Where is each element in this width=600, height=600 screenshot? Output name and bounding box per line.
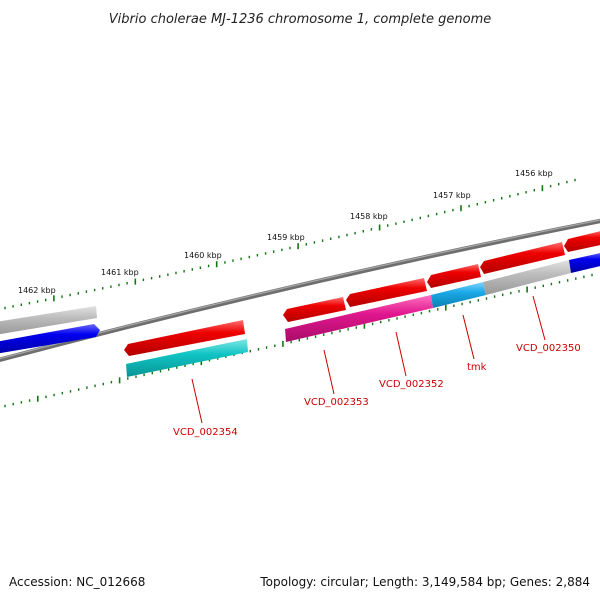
tick-label-1462: 1462 kbp xyxy=(18,286,56,295)
gene-feature[interactable] xyxy=(126,339,248,377)
gene-label-vcd-002350[interactable]: VCD_002350 xyxy=(516,343,581,354)
gene-leader-lines xyxy=(191,295,546,424)
gene-feature[interactable] xyxy=(431,282,486,308)
tick-label-1460: 1460 kbp xyxy=(184,251,222,260)
gene-label-vcd-002354[interactable]: VCD_002354 xyxy=(173,427,238,438)
leader-line xyxy=(462,314,475,360)
gene-feature[interactable] xyxy=(564,230,600,252)
leader-line xyxy=(323,349,335,395)
outer-tick-ring xyxy=(4,178,576,310)
gene-feature[interactable] xyxy=(427,264,481,288)
gene-feature[interactable] xyxy=(283,297,346,322)
inner-tick-ring xyxy=(4,273,593,408)
genome-summary-text: Topology: circular; Length: 3,149,584 bp… xyxy=(259,575,590,589)
gene-label-tmk[interactable]: tmk xyxy=(467,362,487,373)
accession-text: Accession: NC_012668 xyxy=(9,575,145,589)
gene-feature[interactable] xyxy=(285,295,433,342)
gene-feature[interactable] xyxy=(124,320,245,356)
tick-label-1456: 1456 kbp xyxy=(515,169,553,178)
gene-feature[interactable] xyxy=(483,260,571,295)
gene-label-vcd-002353[interactable]: VCD_002353 xyxy=(304,397,369,408)
leader-line xyxy=(395,331,407,377)
reverse-strand-genes xyxy=(126,252,600,377)
map-title: Vibrio cholerae MJ-1236 chromosome 1, co… xyxy=(109,12,491,27)
tick-label-1461: 1461 kbp xyxy=(101,268,139,277)
gene-feature[interactable] xyxy=(0,306,97,335)
leader-line xyxy=(532,295,546,341)
gene-label-vcd-002352[interactable]: VCD_002352 xyxy=(379,379,444,390)
gene-feature[interactable] xyxy=(569,252,600,273)
tick-label-1457: 1457 kbp xyxy=(433,191,471,200)
tick-label-1459: 1459 kbp xyxy=(267,233,305,242)
gene-feature[interactable] xyxy=(480,242,565,274)
tick-label-1458: 1458 kbp xyxy=(350,212,388,221)
gene-feature[interactable] xyxy=(346,278,427,307)
forward-strand-genes xyxy=(0,230,600,356)
leader-line xyxy=(191,378,203,424)
gene-feature[interactable] xyxy=(0,324,100,354)
